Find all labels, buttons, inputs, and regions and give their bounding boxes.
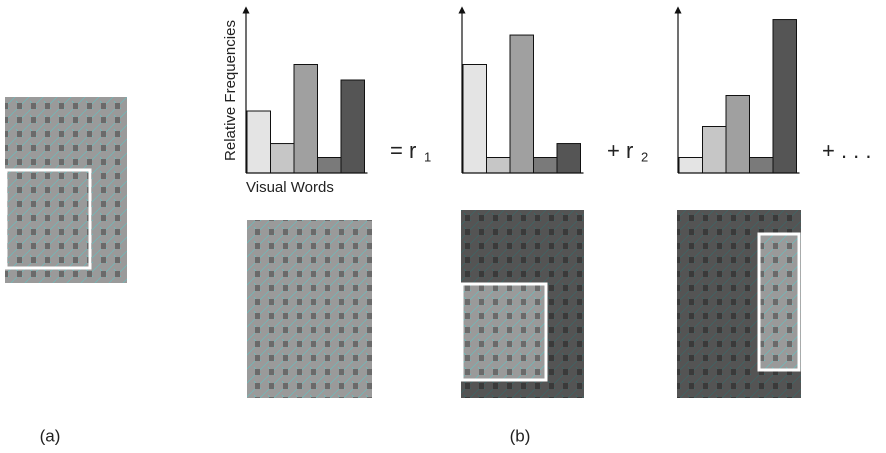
caption: (a) — [40, 426, 61, 445]
bar — [293, 64, 318, 174]
bar — [340, 79, 365, 174]
bar — [317, 157, 342, 174]
bar — [270, 143, 295, 174]
photo — [247, 220, 372, 398]
bar — [556, 143, 581, 174]
region-box — [460, 282, 548, 382]
plus-more: + . . . — [822, 138, 872, 163]
region-box — [757, 232, 801, 372]
bar — [533, 157, 558, 174]
subscript: 2 — [641, 149, 648, 164]
photo-region — [759, 234, 799, 370]
region-box — [4, 168, 92, 270]
bar — [702, 126, 727, 174]
photo-region — [462, 284, 546, 380]
bar — [246, 110, 271, 174]
bar — [509, 34, 534, 174]
bar — [725, 95, 750, 174]
bar — [772, 19, 797, 174]
bar — [486, 157, 511, 174]
photo — [5, 97, 127, 283]
y-axis-label: Relative Frequencies — [222, 20, 239, 161]
caption: (b) — [510, 426, 531, 445]
bar — [678, 157, 703, 174]
x-axis-label: Visual Words — [246, 179, 334, 196]
equals: = r — [390, 138, 416, 163]
subscript: 1 — [424, 149, 431, 164]
plus: + r — [607, 138, 633, 163]
bar — [749, 157, 774, 174]
bar — [462, 64, 487, 174]
